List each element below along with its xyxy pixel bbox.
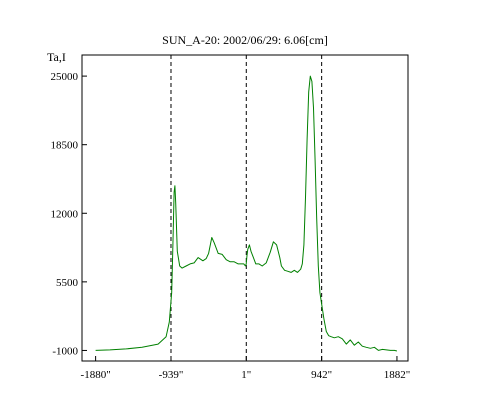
chart-title: SUN_A-20: 2002/06/29: 6.06[cm]: [162, 33, 328, 47]
x-tick-label-4: 1882": [384, 369, 411, 381]
y-tick-label-1: 5500: [56, 277, 79, 289]
x-tick-label-0: -1880": [81, 369, 111, 381]
x-axis-ticks: -1880" -939" 1" 942" 1882": [81, 356, 411, 381]
x-tick-label-1: -939": [159, 369, 184, 381]
y-axis-ticks: -1000 5500 12000 18500 25000: [51, 71, 87, 357]
plot-frame: [81, 54, 409, 362]
guide-lines: [170, 55, 323, 361]
y-axis-label: Ta,I: [47, 50, 66, 64]
series-group: [95, 75, 398, 352]
y-tick-label-4: 25000: [51, 71, 79, 83]
y-tick-label-2: 12000: [51, 208, 79, 220]
x-tick-label-3: 942": [311, 369, 332, 381]
y-tick-label-0: -1000: [52, 345, 78, 357]
x-tick-label-2: 1": [241, 369, 251, 381]
y-tick-label-3: 18500: [51, 140, 79, 152]
series-line-0: [95, 75, 398, 352]
